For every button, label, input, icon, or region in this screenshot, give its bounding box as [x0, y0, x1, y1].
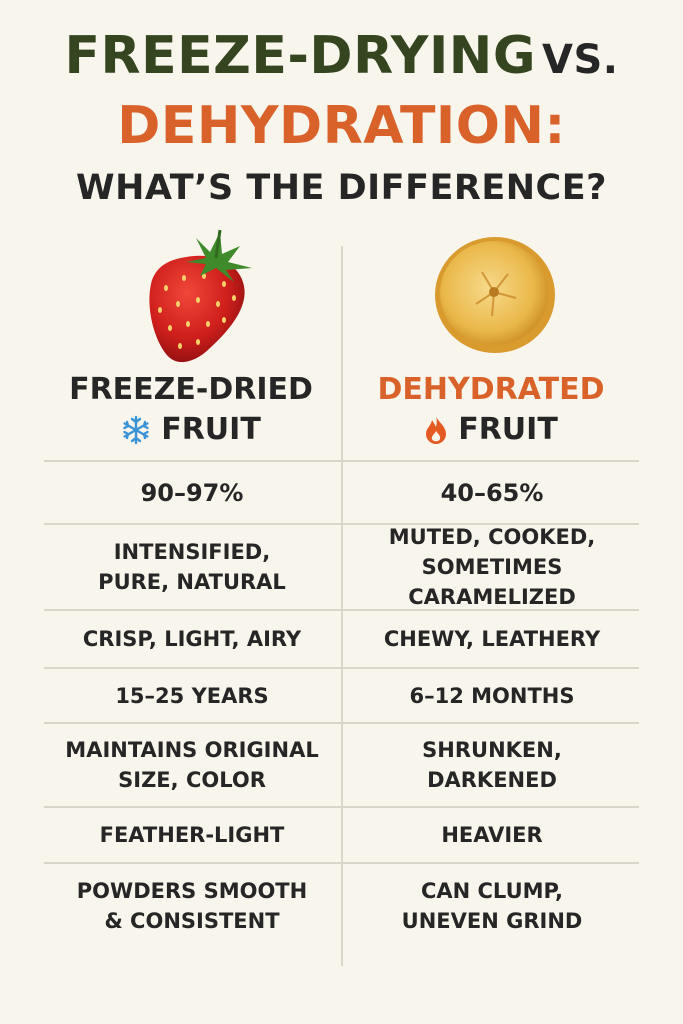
cell-right-row-2: MUTED, COOKED, SOMETIMES CARAMELIZED: [388, 525, 596, 609]
dehydrated-header: DEHYDRATED FRUIT: [341, 370, 641, 450]
row-separator: [44, 806, 639, 808]
cell-left-row-3: CRISP, LIGHT, AIRY: [82, 627, 302, 651]
row-separator: [44, 722, 639, 724]
freeze-dried-fruit-label: FRUIT: [161, 412, 261, 447]
row-separator: [44, 667, 639, 669]
cell-right-row-4: 6–12 MONTHS: [409, 683, 575, 708]
cell-left-row-2: INTENSIFIED, PURE, NATURAL: [98, 540, 286, 594]
cell-left-row-7: POWDERS SMOOTH & CONSISTENT: [76, 879, 308, 933]
dehydrated-label: DEHYDRATED: [377, 372, 605, 407]
title-dehydration: DEHYDRATION:: [117, 96, 566, 156]
row-separator: [44, 609, 639, 611]
cell-right-row-5: SHRUNKEN, DARKENED: [422, 738, 562, 792]
row-separator: [44, 862, 639, 864]
title-line-1: FREEZE-DRYING VS.: [0, 26, 683, 86]
cell-right-row-7: CAN CLUMP, UNEVEN GRIND: [401, 879, 583, 933]
row-separator: [44, 460, 639, 462]
cell-left-row-1: 90–97%: [140, 478, 244, 507]
cell-right-row-3: CHEWY, LEATHERY: [383, 627, 601, 651]
strawberry-image: [149, 229, 252, 363]
column-divider: [341, 246, 343, 966]
cell-left-row-6: FEATHER-LIGHT: [99, 823, 285, 847]
subtitle-question: WHAT’S THE DIFFERENCE?: [76, 168, 607, 208]
freeze-dried-header: FREEZE-DRIED FRUIT: [41, 370, 341, 450]
snowflake-icon: [121, 415, 151, 445]
row-separator: [44, 523, 639, 525]
cell-left-row-5: MAINTAINS ORIGINAL SIZE, COLOR: [65, 738, 319, 792]
banana-slice-image: [435, 237, 555, 353]
cell-right-row-1: 40–65%: [440, 478, 544, 507]
cell-left-row-4: 15–25 YEARS: [115, 683, 269, 708]
dehydrated-fruit-label: FRUIT: [458, 412, 558, 447]
flame-icon: [424, 415, 448, 445]
title-freeze-drying: FREEZE-DRYING: [64, 26, 536, 86]
freeze-dried-label: FREEZE-DRIED: [69, 372, 313, 407]
cell-right-row-6: HEAVIER: [441, 823, 543, 847]
title-vs: VS.: [542, 37, 619, 83]
